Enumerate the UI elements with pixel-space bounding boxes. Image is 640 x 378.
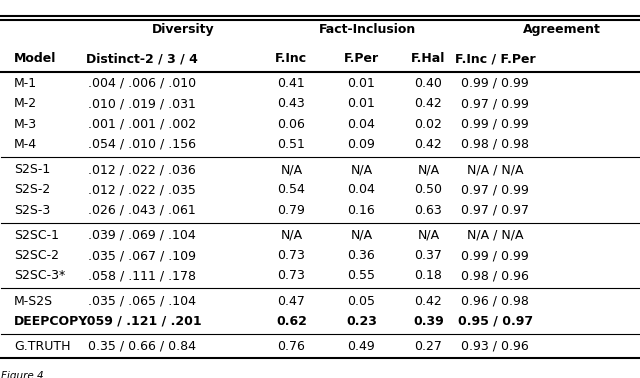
Text: 0.98 / 0.96: 0.98 / 0.96 — [461, 269, 529, 282]
Text: 0.96 / 0.98: 0.96 / 0.98 — [461, 294, 529, 308]
Text: .012 / .022 / .036: .012 / .022 / .036 — [88, 163, 195, 176]
Text: 0.55: 0.55 — [348, 269, 376, 282]
Text: 0.42: 0.42 — [415, 294, 442, 308]
Text: 0.40: 0.40 — [414, 77, 442, 90]
Text: .012 / .022 / .035: .012 / .022 / .035 — [88, 183, 195, 196]
Text: 0.42: 0.42 — [415, 138, 442, 151]
Text: 0.39: 0.39 — [413, 315, 444, 328]
Text: 0.35 / 0.66 / 0.84: 0.35 / 0.66 / 0.84 — [88, 340, 196, 353]
Text: 0.04: 0.04 — [348, 118, 375, 130]
Text: 0.01: 0.01 — [348, 97, 375, 110]
Text: 0.62: 0.62 — [276, 315, 307, 328]
Text: 0.36: 0.36 — [348, 249, 375, 262]
Text: 0.23: 0.23 — [346, 315, 377, 328]
Text: 0.06: 0.06 — [277, 118, 305, 130]
Text: Agreement: Agreement — [524, 23, 601, 36]
Text: .059 / .121 / .201: .059 / .121 / .201 — [82, 315, 202, 328]
Text: 0.76: 0.76 — [277, 340, 305, 353]
Text: M-2: M-2 — [14, 97, 37, 110]
Text: .035 / .065 / .104: .035 / .065 / .104 — [88, 294, 196, 308]
Text: M-4: M-4 — [14, 138, 37, 151]
Text: .004 / .006 / .010: .004 / .006 / .010 — [88, 77, 196, 90]
Text: 0.16: 0.16 — [348, 204, 375, 217]
Text: 0.73: 0.73 — [277, 249, 305, 262]
Text: S2SC-2: S2SC-2 — [14, 249, 59, 262]
Text: M-S2S: M-S2S — [14, 294, 53, 308]
Text: F.Hal: F.Hal — [411, 52, 445, 65]
Text: 0.18: 0.18 — [414, 269, 442, 282]
Text: N/A: N/A — [280, 163, 302, 176]
Text: G.TRUTH: G.TRUTH — [14, 340, 70, 353]
Text: .054 / .010 / .156: .054 / .010 / .156 — [88, 138, 196, 151]
Text: M-3: M-3 — [14, 118, 37, 130]
Text: N/A: N/A — [417, 163, 440, 176]
Text: 0.27: 0.27 — [414, 340, 442, 353]
Text: .026 / .043 / .061: .026 / .043 / .061 — [88, 204, 195, 217]
Text: S2SC-1: S2SC-1 — [14, 229, 59, 242]
Text: 0.01: 0.01 — [348, 77, 375, 90]
Text: 0.63: 0.63 — [415, 204, 442, 217]
Text: 0.97 / 0.97: 0.97 / 0.97 — [461, 204, 529, 217]
Text: N/A / N/A: N/A / N/A — [467, 163, 524, 176]
Text: 0.73: 0.73 — [277, 269, 305, 282]
Text: 0.37: 0.37 — [414, 249, 442, 262]
Text: 0.99 / 0.99: 0.99 / 0.99 — [461, 249, 529, 262]
Text: N/A: N/A — [350, 163, 372, 176]
Text: 0.47: 0.47 — [277, 294, 305, 308]
Text: N/A: N/A — [350, 229, 372, 242]
Text: 0.95 / 0.97: 0.95 / 0.97 — [458, 315, 532, 328]
Text: .001 / .001 / .002: .001 / .001 / .002 — [88, 118, 196, 130]
Text: 0.97 / 0.99: 0.97 / 0.99 — [461, 183, 529, 196]
Text: S2S-3: S2S-3 — [14, 204, 51, 217]
Text: 0.02: 0.02 — [414, 118, 442, 130]
Text: DEEPCOPY: DEEPCOPY — [14, 315, 88, 328]
Text: 0.93 / 0.96: 0.93 / 0.96 — [461, 340, 529, 353]
Text: F.Inc / F.Per: F.Inc / F.Per — [455, 52, 536, 65]
Text: 0.98 / 0.98: 0.98 / 0.98 — [461, 138, 529, 151]
Text: 0.41: 0.41 — [278, 77, 305, 90]
Text: N/A: N/A — [280, 229, 302, 242]
Text: .035 / .067 / .109: .035 / .067 / .109 — [88, 249, 196, 262]
Text: Diversity: Diversity — [152, 23, 214, 36]
Text: .039 / .069 / .104: .039 / .069 / .104 — [88, 229, 195, 242]
Text: Distinct-2 / 3 / 4: Distinct-2 / 3 / 4 — [86, 52, 198, 65]
Text: F.Per: F.Per — [344, 52, 379, 65]
Text: 0.09: 0.09 — [348, 138, 375, 151]
Text: 0.99 / 0.99: 0.99 / 0.99 — [461, 77, 529, 90]
Text: 0.99 / 0.99: 0.99 / 0.99 — [461, 118, 529, 130]
Text: S2SC-3*: S2SC-3* — [14, 269, 65, 282]
Text: 0.49: 0.49 — [348, 340, 375, 353]
Text: Figure 4: Figure 4 — [1, 371, 44, 378]
Text: 0.79: 0.79 — [277, 204, 305, 217]
Text: 0.50: 0.50 — [414, 183, 442, 196]
Text: 0.51: 0.51 — [277, 138, 305, 151]
Text: N/A / N/A: N/A / N/A — [467, 229, 524, 242]
Text: 0.04: 0.04 — [348, 183, 375, 196]
Text: F.Inc: F.Inc — [275, 52, 307, 65]
Text: S2S-1: S2S-1 — [14, 163, 51, 176]
Text: S2S-2: S2S-2 — [14, 183, 51, 196]
Text: .010 / .019 / .031: .010 / .019 / .031 — [88, 97, 195, 110]
Text: .058 / .111 / .178: .058 / .111 / .178 — [88, 269, 196, 282]
Text: 0.97 / 0.99: 0.97 / 0.99 — [461, 97, 529, 110]
Text: 0.42: 0.42 — [415, 97, 442, 110]
Text: Model: Model — [14, 52, 56, 65]
Text: Fact-Inclusion: Fact-Inclusion — [319, 23, 417, 36]
Text: 0.43: 0.43 — [278, 97, 305, 110]
Text: M-1: M-1 — [14, 77, 37, 90]
Text: 0.05: 0.05 — [348, 294, 376, 308]
Text: 0.54: 0.54 — [277, 183, 305, 196]
Text: N/A: N/A — [417, 229, 440, 242]
